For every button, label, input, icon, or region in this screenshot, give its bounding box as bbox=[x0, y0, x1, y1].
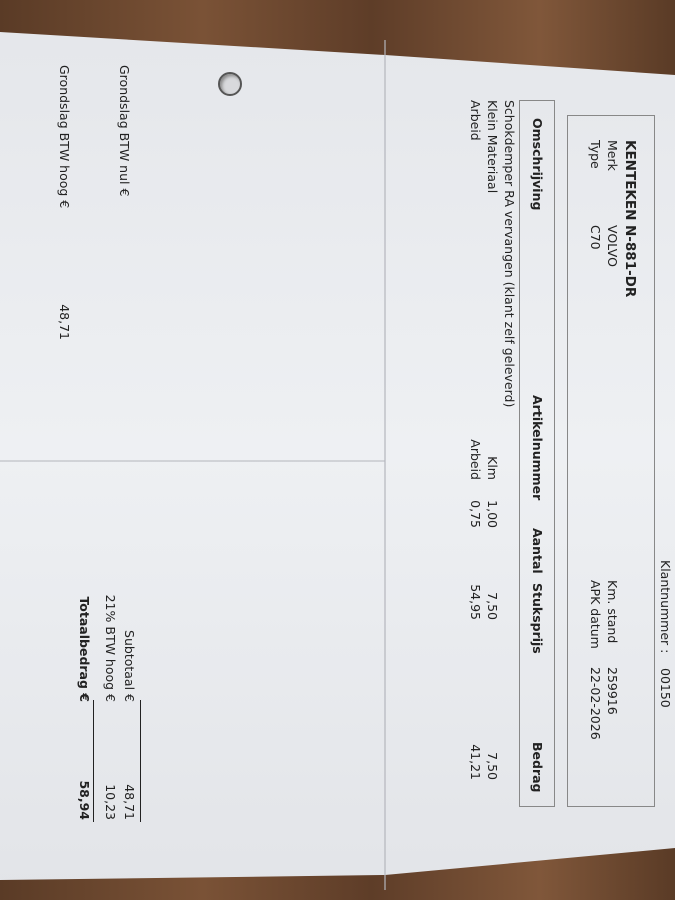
kenteken-value: N-881-DR bbox=[622, 225, 638, 298]
subtotal-rule bbox=[140, 700, 141, 822]
header-bedrag: Bedrag bbox=[530, 742, 545, 793]
row-bedrag: 7,50 bbox=[485, 752, 500, 780]
paper-fold bbox=[384, 40, 386, 890]
row-omschrijving: Arbeid bbox=[468, 100, 483, 141]
row-artikel: Arbeid bbox=[468, 439, 483, 480]
header-stuksprijs: Stuksprijs bbox=[530, 583, 545, 654]
total-rule bbox=[93, 700, 94, 822]
apk-label: APK datum bbox=[588, 580, 603, 649]
grondslag-hoog-label: Grondslag BTW hoog € bbox=[57, 65, 72, 209]
type-value: C70 bbox=[588, 225, 603, 250]
header-omschrijving: Omschrijving bbox=[530, 118, 545, 211]
row-omschrijving: Schokdemper RA vervangen (klant zelf gel… bbox=[502, 100, 517, 408]
btw-value: 10,23 bbox=[103, 784, 118, 820]
paper-fold bbox=[0, 460, 385, 462]
km-value: 259916 bbox=[605, 667, 620, 715]
row-prijs: 7,50 bbox=[485, 592, 500, 620]
customer-number: 00150 bbox=[658, 668, 673, 708]
row-aantal: 0,75 bbox=[468, 500, 483, 528]
btw-label: 21% BTW hoog € bbox=[103, 594, 118, 702]
totaal-label: Totaalbedrag € bbox=[77, 596, 92, 702]
row-prijs: 54,95 bbox=[468, 584, 483, 620]
customer-number-label: Klantnummer : bbox=[658, 560, 673, 654]
apk-value: 22-02-2026 bbox=[588, 667, 603, 740]
merk-value: VOLVO bbox=[605, 225, 620, 267]
totaal-value: 58,94 bbox=[77, 780, 92, 820]
row-omschrijving: Klein Materiaal bbox=[485, 100, 500, 194]
header-artikelnummer: Artikelnummer bbox=[530, 395, 545, 501]
row-artikel: Klm bbox=[485, 456, 500, 480]
row-aantal: 1,00 bbox=[485, 500, 500, 528]
grondslag-hoog-value: 48,71 bbox=[57, 304, 72, 340]
grondslag-nul-label: Grondslag BTW nul € bbox=[117, 65, 132, 197]
kenteken-label: KENTEKEN bbox=[622, 140, 638, 221]
merk-label: Merk bbox=[605, 140, 620, 171]
km-label: Km. stand bbox=[605, 580, 620, 644]
punch-hole bbox=[218, 72, 242, 96]
subtotaal-label: Subtotaal € bbox=[122, 630, 137, 702]
subtotaal-value: 48,71 bbox=[122, 784, 137, 820]
header-aantal: Aantal bbox=[530, 528, 545, 574]
row-bedrag: 41,21 bbox=[468, 744, 483, 780]
type-label: Type bbox=[588, 140, 603, 169]
